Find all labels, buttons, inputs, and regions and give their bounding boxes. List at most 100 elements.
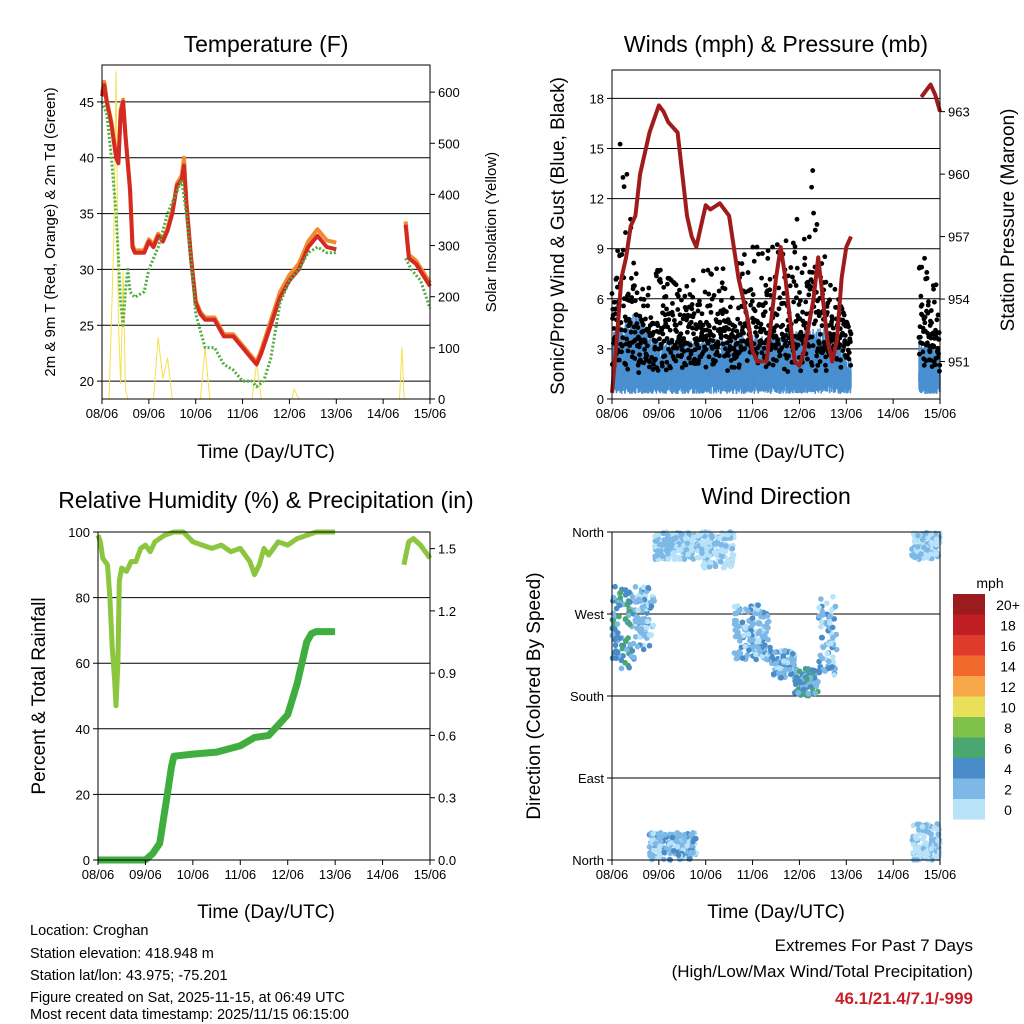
direction-point — [759, 633, 766, 640]
x-tick-label: 11/06 — [737, 406, 769, 421]
winds-ylabel: Sonic/Prop Wind & Gust (Blue, Black) — [548, 77, 569, 395]
direction-point — [645, 584, 651, 591]
legend-label: 18 — [1000, 618, 1016, 634]
gust-point — [937, 368, 942, 374]
gust-point — [922, 314, 928, 320]
temperature-ylabel: 2m & 9m T (Red, Orange) & 2m Td (Green) — [42, 87, 59, 376]
gust-point — [622, 328, 628, 333]
direction-point — [665, 556, 672, 562]
gust-point — [632, 283, 637, 289]
direction-point — [827, 613, 833, 620]
legend-swatch — [953, 778, 985, 799]
gust-point — [806, 343, 812, 349]
direction-point — [918, 551, 924, 558]
gust-point — [625, 291, 631, 297]
legend-label: 6 — [1004, 741, 1012, 757]
x-tick-label: 09/06 — [129, 867, 162, 882]
x-tick-label: 12/06 — [273, 406, 306, 421]
direction-point — [626, 664, 633, 671]
gust-point — [657, 267, 663, 273]
gust-point — [689, 349, 694, 354]
gust-point — [614, 275, 620, 281]
direction-point — [631, 654, 637, 661]
wind-direction-xlabel: Time (Day/UTC) — [707, 902, 845, 923]
gust-point — [664, 281, 670, 287]
direction-point — [789, 650, 796, 657]
direction-point — [716, 535, 723, 541]
gust-point — [709, 271, 714, 277]
gust-point — [727, 304, 733, 310]
winds-title: Winds (mph) & Pressure (mb) — [624, 31, 928, 57]
plot-frame — [101, 64, 431, 400]
x-tick-label: 14/06 — [367, 406, 400, 421]
direction-point — [777, 665, 783, 672]
direction-point — [909, 546, 915, 552]
gust-point — [684, 329, 690, 335]
direction-point — [749, 615, 756, 621]
direction-point — [699, 539, 705, 546]
direction-point — [617, 589, 624, 596]
gust-point — [762, 309, 768, 315]
direction-point — [690, 850, 696, 856]
direction-point — [755, 645, 762, 651]
gust-point — [652, 344, 658, 350]
gust-point — [613, 306, 619, 312]
gust-point — [815, 362, 821, 368]
gust-point — [623, 230, 628, 235]
gust-point — [628, 329, 634, 335]
y-tick-label: 80 — [76, 591, 90, 606]
gust-point — [715, 311, 721, 317]
direction-point — [619, 645, 626, 652]
direction-point — [830, 654, 836, 660]
gust-point — [803, 299, 809, 305]
gust-point — [645, 343, 650, 349]
direction-point — [912, 833, 919, 840]
gust-point — [667, 327, 673, 333]
gust-point — [841, 343, 847, 349]
gust-point — [636, 344, 642, 350]
direction-point — [662, 831, 669, 838]
direction-point — [674, 555, 680, 562]
gust-point — [658, 341, 664, 347]
direction-point — [640, 646, 647, 653]
direction-point — [816, 669, 823, 676]
x-tick-label: 13/06 — [830, 406, 863, 421]
direction-point — [796, 668, 803, 675]
direction-point — [650, 847, 657, 854]
gust-point — [620, 174, 626, 180]
x-tick-label: 10/06 — [689, 867, 722, 882]
gust-point — [827, 297, 833, 303]
gust-point — [775, 337, 781, 342]
legend-swatch — [953, 614, 985, 635]
legend-swatch — [953, 594, 985, 615]
gust-point — [661, 284, 667, 290]
x-tick-label: 10/06 — [179, 406, 212, 421]
gust-point — [642, 347, 648, 352]
direction-point — [933, 550, 940, 557]
gust-point — [799, 270, 805, 276]
gust-point — [822, 362, 828, 368]
direction-point — [781, 648, 788, 654]
direction-point — [657, 838, 664, 845]
gust-point — [768, 293, 773, 298]
gust-point — [734, 328, 740, 334]
gust-point — [663, 320, 669, 326]
direction-point — [928, 837, 935, 844]
gust-point — [655, 367, 661, 373]
gust-point — [663, 294, 669, 299]
direction-point — [632, 633, 639, 640]
y-right-tick-label: 0.0 — [438, 853, 456, 868]
y-right-tick-label: 957 — [948, 230, 970, 245]
gust-point — [679, 352, 685, 358]
direction-point — [650, 622, 657, 629]
direction-point — [721, 564, 728, 571]
gust-point — [770, 362, 776, 368]
gust-point — [632, 329, 638, 335]
gust-point — [619, 349, 624, 355]
gust-point — [668, 350, 674, 355]
gust-point — [675, 307, 681, 312]
gust-point — [796, 302, 802, 307]
direction-point — [648, 603, 655, 610]
gust-point — [702, 289, 708, 295]
series-relative-humidity — [95, 529, 433, 709]
